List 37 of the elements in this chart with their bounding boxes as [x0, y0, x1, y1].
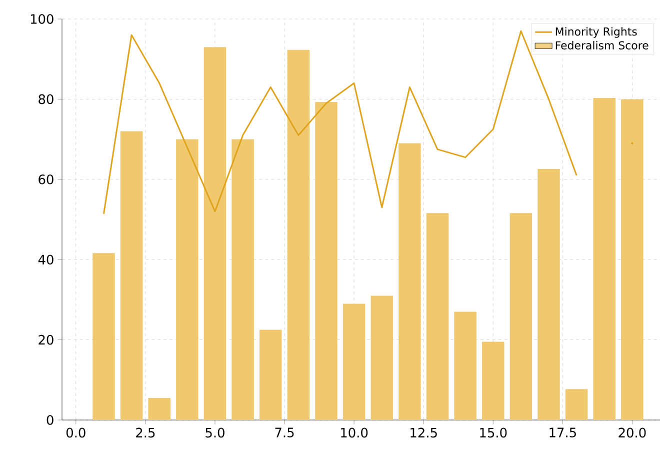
bar: [538, 168, 560, 420]
y-tick-label: 100: [30, 14, 54, 24]
x-tick-label: 17.5: [550, 428, 576, 438]
bar: [510, 213, 532, 420]
bar: [342, 304, 366, 420]
bar: [593, 98, 616, 420]
bar: [287, 50, 310, 420]
x-tick-label: 12.5: [410, 428, 437, 438]
bar: [565, 389, 588, 420]
bar: [232, 139, 254, 420]
y-tick-label: 80: [38, 94, 54, 104]
x-tick-label: 5.0: [206, 428, 224, 438]
y-tick-label: 60: [38, 174, 54, 184]
bar: [315, 102, 338, 420]
bar: [176, 139, 198, 420]
bar: [426, 213, 449, 420]
bar: [204, 47, 226, 420]
x-tick-label: 20.0: [618, 428, 646, 438]
x-tick-label: 7.5: [275, 428, 294, 438]
bar: [370, 296, 393, 420]
legend-label: Minority Rights: [556, 27, 637, 38]
x-tick-label: 0.0: [66, 428, 86, 438]
y-tick-label: 20: [38, 334, 54, 345]
bar: [621, 99, 644, 420]
legend-label: Federalism Score: [556, 40, 648, 50]
bar: [454, 312, 476, 420]
bar: [259, 330, 282, 420]
bar: [148, 398, 170, 420]
y-tick-label: 0: [46, 415, 54, 425]
y-tick-label: 40: [38, 254, 54, 264]
x-tick-label: 10.0: [341, 428, 368, 438]
x-tick-label: 15.0: [480, 428, 507, 438]
bar: [482, 342, 504, 420]
bar: [398, 143, 421, 420]
bar: [120, 131, 143, 420]
bar: [92, 253, 115, 420]
x-tick-label: 2.5: [136, 428, 155, 438]
